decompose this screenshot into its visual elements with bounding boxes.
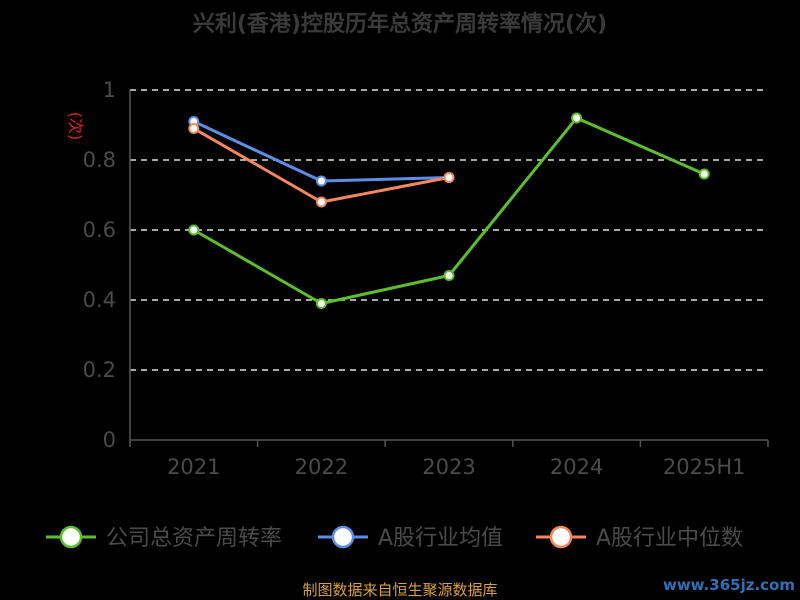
x-tick-label: 2024 bbox=[550, 455, 603, 479]
data-source-note: 制图数据来自恒生聚源数据库 bbox=[302, 581, 497, 599]
legend-swatch-marker bbox=[549, 525, 573, 549]
y-tick-label: 0.4 bbox=[83, 288, 116, 312]
data-point bbox=[571, 112, 583, 124]
data-point bbox=[188, 123, 200, 134]
y-axis-unit: (次) bbox=[66, 112, 85, 141]
x-tick-label: 2022 bbox=[295, 455, 348, 479]
series-lines bbox=[188, 112, 710, 309]
data-point bbox=[443, 270, 455, 281]
legend-swatch-marker bbox=[331, 525, 355, 549]
data-point bbox=[315, 298, 327, 309]
legend-label: A股行业均值 bbox=[378, 526, 503, 551]
legend-item: A股行业均值 bbox=[318, 525, 503, 551]
legend: 公司总资产周转率 A股行业均值 A股行业中位数 bbox=[46, 525, 743, 551]
legend-label: A股行业中位数 bbox=[596, 526, 743, 551]
data-point bbox=[443, 172, 455, 183]
legend-item: 公司总资产周转率 bbox=[46, 525, 282, 551]
legend-label: 公司总资产周转率 bbox=[106, 526, 282, 551]
gridlines bbox=[130, 89, 768, 371]
data-point bbox=[698, 168, 710, 180]
data-point bbox=[315, 175, 327, 187]
data-point bbox=[315, 196, 327, 208]
watermark: www.365jz.com bbox=[663, 576, 795, 594]
chart-title: 兴利(香港)控股历年总资产周转率情况(次) bbox=[193, 11, 607, 37]
data-point bbox=[188, 224, 200, 236]
x-tick-label: 2025H1 bbox=[663, 455, 746, 479]
y-tick-label: 0 bbox=[103, 428, 116, 452]
y-tick-label: 1 bbox=[103, 78, 116, 102]
legend-item: A股行业中位数 bbox=[536, 525, 743, 551]
x-tick-label: 2021 bbox=[167, 455, 220, 479]
legend-swatch-marker bbox=[59, 525, 83, 549]
y-tick-label: 0.2 bbox=[83, 358, 116, 382]
x-tick-label: 2023 bbox=[422, 455, 475, 479]
axes: 0 0.2 0.4 0.6 0.8 1 2021 2022 2023 2024 2025H1 bbox=[83, 78, 769, 479]
y-tick-label: 0.6 bbox=[83, 218, 116, 242]
y-tick-label: 0.8 bbox=[83, 148, 116, 172]
